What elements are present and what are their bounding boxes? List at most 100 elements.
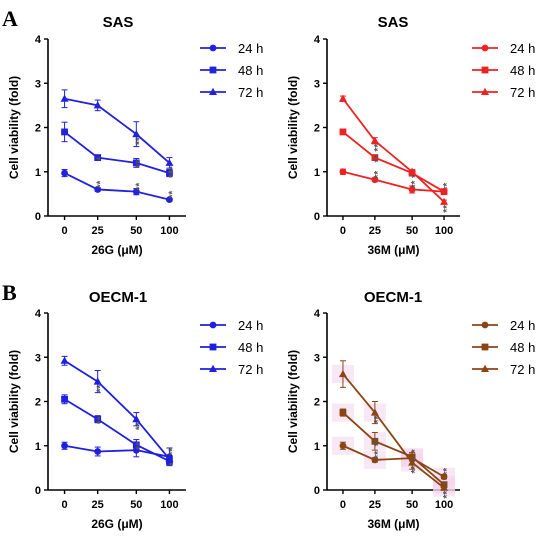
series-72h: ** ** <box>60 355 174 464</box>
legend-marker <box>209 87 217 95</box>
series-line <box>342 444 445 478</box>
data-point <box>440 473 448 481</box>
significance-label: ** <box>167 191 178 199</box>
significance-label: ** <box>167 166 178 174</box>
data-point <box>339 128 347 136</box>
y-tick-label: 4 <box>35 308 42 320</box>
legend-label: 24 h <box>238 318 263 333</box>
legend-marker <box>209 44 217 52</box>
series-48h: ***** <box>61 121 178 178</box>
legend-marker <box>209 343 217 351</box>
legend: 24 h 48 h 72 h <box>200 318 263 377</box>
legend-marker <box>481 66 489 74</box>
series-line <box>64 444 170 458</box>
series-line <box>342 170 445 193</box>
data-point <box>94 186 102 193</box>
data-point <box>440 188 448 196</box>
data-point <box>440 197 449 205</box>
significance-label: ** <box>134 183 145 191</box>
y-tick-label: 3 <box>35 78 41 90</box>
legend-marker <box>481 44 489 52</box>
series-line <box>64 97 171 164</box>
significance-label: ** <box>167 458 178 466</box>
data-point <box>338 94 347 102</box>
series-24h: ** <box>61 441 178 467</box>
y-tick-label: 2 <box>35 123 41 135</box>
y-tick-label: 0 <box>35 485 41 497</box>
data-point <box>339 409 347 416</box>
x-tick-label: 100 <box>160 225 178 237</box>
panel-label-a: A <box>2 6 18 31</box>
data-point <box>370 408 379 416</box>
data-point <box>339 442 347 450</box>
x-tick-label: 100 <box>435 225 453 237</box>
data-point <box>132 415 141 423</box>
y-tick-label: 3 <box>35 352 41 364</box>
data-point <box>61 128 68 136</box>
x-tick-label: 100 <box>435 499 453 511</box>
data-point <box>132 188 140 196</box>
significance-label: ** <box>373 155 384 163</box>
legend-label: 48 h <box>238 63 263 78</box>
data-point <box>93 377 102 385</box>
significance-label: ** <box>167 448 178 456</box>
significance-label: ** <box>373 438 384 446</box>
x-axis-label: 36M (μM) <box>367 243 419 257</box>
y-tick-label: 1 <box>35 441 41 453</box>
y-tick-label: 0 <box>35 211 41 223</box>
legend: 24 h 48 h 72 h <box>472 318 535 377</box>
y-tick-label: 0 <box>314 211 320 223</box>
x-tick-label: 50 <box>130 499 142 511</box>
x-tick-label: 0 <box>340 225 346 237</box>
significance-label: ** <box>442 482 453 490</box>
legend-marker <box>481 321 489 329</box>
data-point <box>93 101 102 109</box>
data-point <box>132 159 140 167</box>
significance-label: ** <box>410 449 421 457</box>
legend-label: 72 h <box>238 85 263 100</box>
x-tick-label: 100 <box>160 499 178 511</box>
chart-title: OECM-1 <box>364 289 422 306</box>
y-axis-label: Cell viability (fold) <box>7 76 21 179</box>
x-tick-label: 0 <box>340 499 346 511</box>
significance-label: ** <box>134 442 145 450</box>
series-line <box>64 360 171 460</box>
y-tick-label: 0 <box>314 485 320 497</box>
significance-label: ** <box>134 422 145 430</box>
chart-1: SAS 0 1 2 3 4 0 25 50 100 26G (μM) Cell viability (… <box>7 14 263 257</box>
data-point <box>166 196 173 204</box>
significance-label: ** <box>410 466 421 474</box>
y-axis-label: Cell viability (fold) <box>286 76 300 179</box>
legend-marker <box>209 364 217 372</box>
x-tick-label: 50 <box>406 225 418 237</box>
y-tick-label: 1 <box>314 167 320 179</box>
significance-label: ** <box>442 491 453 499</box>
series-line <box>342 131 445 193</box>
data-point <box>132 129 141 138</box>
data-point <box>371 176 379 184</box>
x-tick-label: 25 <box>92 499 104 511</box>
x-tick-label: 25 <box>92 225 104 237</box>
legend-label: 72 h <box>510 85 535 100</box>
series-48h: ** ** ** <box>339 408 453 490</box>
data-point <box>60 94 69 102</box>
chart-4: OECM-1 0 1 2 3 4 0 25 50 100 36M (μM) Cell viabilit… <box>286 289 535 531</box>
y-tick-label: 1 <box>314 441 320 453</box>
significance-label: ** <box>96 180 107 188</box>
significance-label: ** <box>442 183 453 191</box>
legend-label: 72 h <box>238 362 263 377</box>
y-tick-label: 2 <box>314 397 320 409</box>
y-tick-label: 4 <box>35 34 42 46</box>
data-point <box>408 186 416 193</box>
data-point <box>370 136 379 144</box>
x-tick-label: 25 <box>369 225 381 237</box>
data-point <box>408 167 417 175</box>
x-tick-label: 50 <box>130 225 142 237</box>
y-tick-label: 2 <box>35 397 41 409</box>
y-tick-label: 4 <box>314 308 321 320</box>
data-point <box>60 356 69 364</box>
legend: 24 h 48 h 72 h <box>200 41 263 100</box>
legend-marker <box>481 364 489 372</box>
data-point <box>338 369 347 378</box>
